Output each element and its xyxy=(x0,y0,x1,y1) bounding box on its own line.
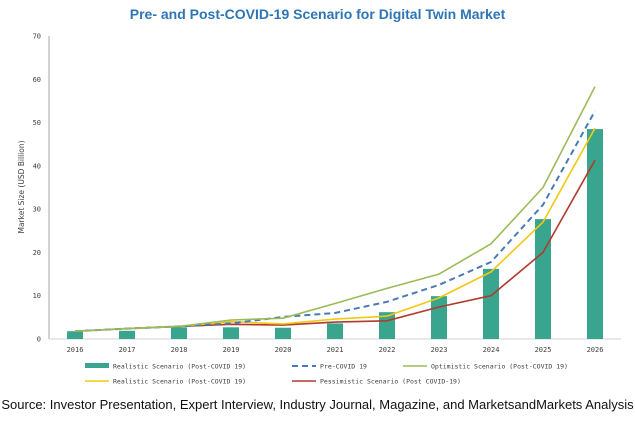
bar-realistic-2016 xyxy=(67,331,83,339)
series-line-2 xyxy=(74,86,596,332)
y-tick-label: 40 xyxy=(33,162,41,170)
x-tick-label: 2018 xyxy=(171,346,188,354)
y-axis-title: Market Size (USD Billion) xyxy=(17,140,26,233)
y-tick-label: 20 xyxy=(33,249,41,257)
bar-realistic-2021 xyxy=(327,323,343,339)
y-tick-label: 10 xyxy=(33,292,41,300)
bar-realistic-2020 xyxy=(275,327,291,339)
x-tick-label: 2026 xyxy=(587,346,604,354)
y-tick-label: 60 xyxy=(33,76,41,84)
legend-label: Pre-COVID 19 xyxy=(320,362,367,370)
x-tick-label: 2016 xyxy=(67,346,84,354)
x-tick-label: 2019 xyxy=(223,346,240,354)
x-tick-label: 2022 xyxy=(379,346,396,354)
chart-title: Pre- and Post-COVID-19 Scenario for Digi… xyxy=(129,6,506,22)
series-line-1 xyxy=(74,110,596,333)
chart: Market Size (USD Billion) 0 10 20 30 40 50 60 7… xyxy=(17,33,621,385)
series-line-4 xyxy=(74,159,596,332)
legend-label: Optimistic Scenario (Post-COVID 19) xyxy=(431,362,568,370)
bar-realistic-2025 xyxy=(535,219,551,339)
bar-realistic-2019 xyxy=(223,327,239,339)
x-tick-label: 2017 xyxy=(119,346,136,354)
y-tick-label: 30 xyxy=(33,206,41,214)
x-tick-label: 2020 xyxy=(275,346,292,354)
x-tick-label: 2023 xyxy=(431,346,448,354)
bar-realistic-2018 xyxy=(171,327,187,339)
legend-label: Realistic Scenario (Post-COVID 19) xyxy=(113,377,246,385)
legend-swatch-bar xyxy=(85,363,109,368)
x-tick-label: 2021 xyxy=(327,346,344,354)
bar-realistic-2026 xyxy=(587,129,603,339)
source-note: Source: Investor Presentation, Expert In… xyxy=(1,397,634,412)
legend-label: Pessimistic Scenario (Post COVID-19) xyxy=(320,377,461,385)
y-tick-label: 70 xyxy=(33,33,41,41)
y-tick-label: 0 xyxy=(37,336,41,344)
series-line-3 xyxy=(74,127,596,332)
legend-label: Realistic Scenario (Post-COVID 19) xyxy=(113,362,246,370)
bar-realistic-2024 xyxy=(483,268,499,339)
bar-realistic-2023 xyxy=(431,296,447,339)
bar-realistic-2017 xyxy=(119,330,135,339)
x-tick-label: 2025 xyxy=(535,346,552,354)
x-tick-label: 2024 xyxy=(483,346,500,354)
y-tick-label: 50 xyxy=(33,119,41,127)
bar-realistic-2022 xyxy=(379,312,395,339)
